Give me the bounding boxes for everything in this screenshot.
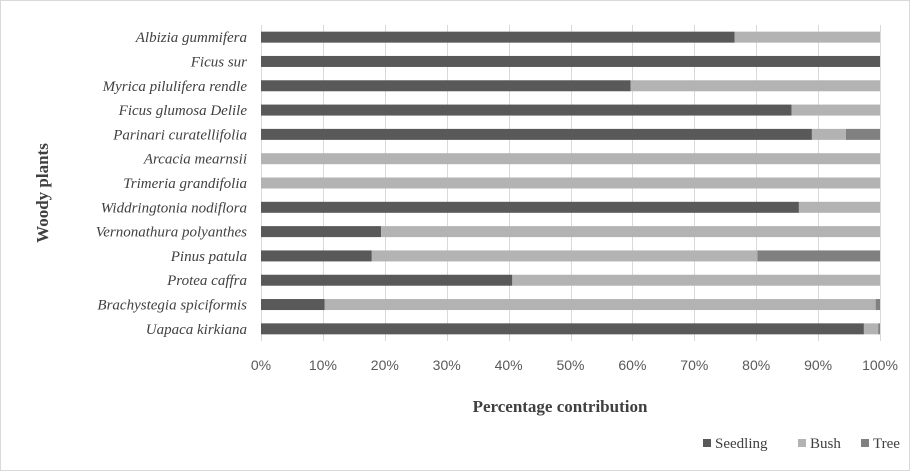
bar-bush <box>261 177 880 189</box>
category-label: Protea caffra <box>166 273 247 289</box>
bar-bush <box>798 201 880 213</box>
legend-label: Tree <box>873 436 900 452</box>
category-label: Brachystegia spiciformis <box>97 298 247 314</box>
category-label: Myrica pilulifera rendle <box>102 79 248 95</box>
x-tick-label: 60% <box>618 357 646 373</box>
bar-seedling <box>261 104 792 116</box>
bar-bush <box>371 250 758 262</box>
category-label: Trimeria grandifolia <box>123 176 247 192</box>
bars <box>261 31 880 335</box>
x-tick-label: 20% <box>371 357 399 373</box>
category-label: Albizia gummifera <box>135 30 247 46</box>
legend-label: Seedling <box>715 436 768 452</box>
bar-tree <box>845 128 880 140</box>
bar-tree <box>875 299 880 311</box>
bar-seedling <box>261 55 880 67</box>
category-label: Arcacia mearnsii <box>143 152 247 168</box>
x-tick-label: 70% <box>680 357 708 373</box>
category-label: Vernonathura polyanthes <box>96 225 247 241</box>
category-label: Pinus patula <box>170 249 247 265</box>
x-tick-label: 50% <box>556 357 584 373</box>
legend: Seedling Bush Tree <box>703 436 900 452</box>
category-label: Uapaca kirkiana <box>146 322 247 338</box>
bar-seedling <box>261 323 864 335</box>
bar-seedling <box>261 250 372 262</box>
x-tick-label: 90% <box>804 357 832 373</box>
bar-seedling <box>261 128 812 140</box>
bar-bush <box>630 80 880 92</box>
bar-tree <box>878 323 880 335</box>
bar-seedling <box>261 31 735 43</box>
category-label: Ficus glumosa Delile <box>118 103 248 119</box>
category-label: Ficus sur <box>190 54 247 70</box>
bar-seedling <box>261 299 325 311</box>
bar-bush <box>512 274 880 286</box>
category-label: Widdringtonia nodiflora <box>101 200 247 216</box>
bar-seedling <box>261 226 382 238</box>
bar-bush <box>381 226 880 238</box>
x-tick-labels: 0% 10% 20% 30% 40% 50% 60% 70% 80% 90% 100% <box>251 357 898 373</box>
legend-swatch-bush <box>798 439 806 447</box>
bar-tree <box>757 250 880 262</box>
x-tick-label: 30% <box>433 357 461 373</box>
legend-swatch-tree <box>861 439 869 447</box>
x-tick-label: 40% <box>495 357 523 373</box>
bar-bush <box>261 153 880 165</box>
legend-label: Bush <box>810 436 841 452</box>
x-tick-label: 10% <box>309 357 337 373</box>
bar-bush <box>734 31 880 43</box>
bar-seedling <box>261 80 631 92</box>
x-tick-label: 0% <box>251 357 271 373</box>
x-tick-label: 80% <box>742 357 770 373</box>
category-label: Parinari curatellifolia <box>112 127 247 143</box>
x-axis-title: Percentage contribution <box>473 397 648 416</box>
category-labels: Albizia gummifera Ficus sur Myrica pilulif… <box>96 30 248 338</box>
bar-bush <box>324 299 876 311</box>
bar-bush <box>791 104 880 116</box>
y-axis-title: Woody plants <box>33 143 52 243</box>
legend-swatch-seedling <box>703 439 711 447</box>
bar-seedling <box>261 274 513 286</box>
x-tick-label: 100% <box>862 357 898 373</box>
bar-seedling <box>261 201 799 213</box>
bar-bush <box>811 128 846 140</box>
bar-bush <box>863 323 879 335</box>
